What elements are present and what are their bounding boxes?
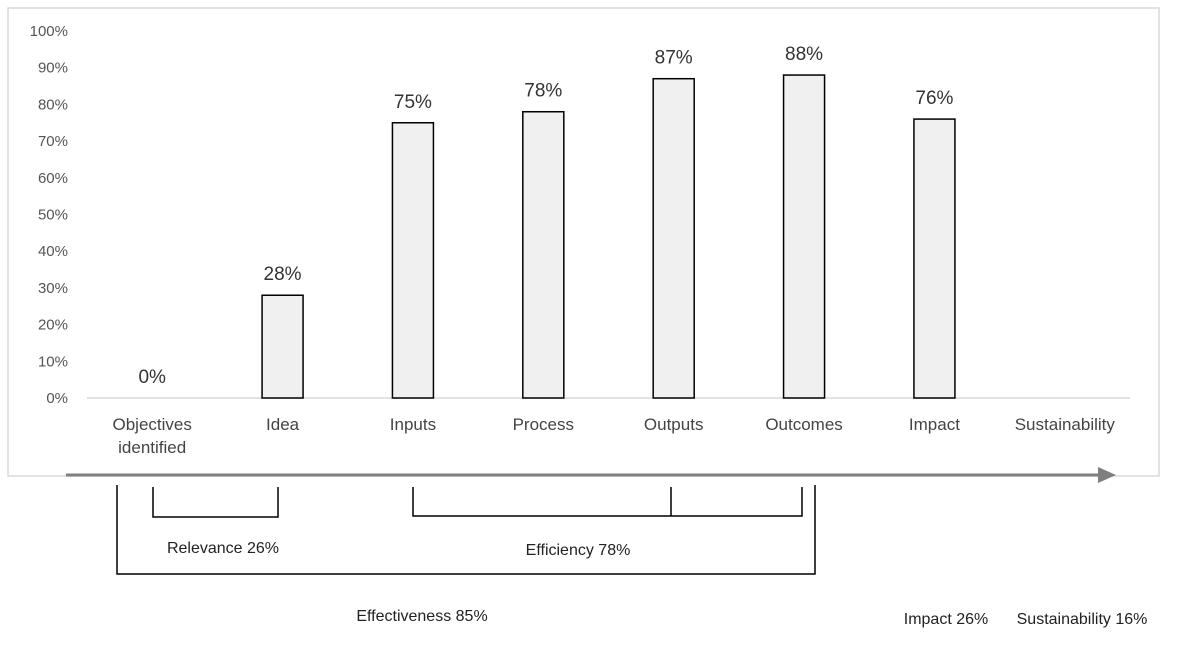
data-label: 75%	[394, 92, 432, 113]
y-tick-label: 0%	[46, 390, 68, 407]
bar	[391, 122, 435, 399]
efficiency-label: Efficiency 78%	[526, 542, 631, 559]
y-tick-label: 90%	[38, 60, 68, 77]
data-label: 76%	[915, 88, 953, 109]
relevance-label: Relevance 26%	[167, 540, 279, 557]
bar	[652, 77, 695, 399]
y-tick-label: 50%	[38, 207, 68, 224]
category-label: Idea	[266, 415, 300, 434]
sustainability-label: Sustainability 16%	[1017, 611, 1148, 628]
category-label: Outcomes	[765, 415, 842, 434]
y-tick-label: 30%	[38, 280, 68, 297]
process-arrowhead	[1098, 467, 1116, 483]
category-label: identified	[118, 438, 186, 457]
category-label: Sustainability	[1015, 415, 1116, 434]
bar	[782, 74, 826, 399]
impact-label: Impact 26%	[904, 611, 988, 628]
effectiveness-label: Effectiveness 85%	[356, 608, 487, 625]
data-label: 87%	[655, 48, 693, 69]
y-tick-label: 10%	[38, 353, 68, 370]
chart-frame	[7, 7, 1160, 477]
data-labels: 0% 28% 75% 78% 87% 88% 76%	[138, 44, 953, 388]
y-tick-label: 40%	[38, 243, 68, 260]
data-label: 88%	[785, 44, 823, 65]
category-label: Objectives	[113, 415, 192, 434]
x-axis: Objectives identified Idea Inputs Process Out…	[113, 415, 1116, 457]
data-label: 78%	[524, 81, 562, 102]
y-tick-label: 20%	[38, 317, 68, 334]
y-tick-label: 70%	[38, 133, 68, 150]
data-label: 28%	[264, 264, 302, 285]
bar	[522, 110, 565, 399]
category-label: Outputs	[644, 415, 704, 434]
y-axis: 0% 10% 20% 30% 40% 50% 60% 70% 80% 90% 100%	[30, 23, 68, 407]
data-label: 0%	[138, 367, 166, 388]
effectiveness-bracket	[116, 485, 816, 575]
category-label: Impact	[909, 415, 960, 434]
category-label: Inputs	[390, 415, 436, 434]
bars	[261, 74, 956, 399]
bar	[261, 294, 304, 399]
y-tick-label: 80%	[38, 96, 68, 113]
y-tick-label: 100%	[30, 23, 68, 40]
y-tick-label: 60%	[38, 170, 68, 187]
efficiency-bracket	[412, 487, 803, 517]
category-label: Process	[513, 415, 574, 434]
relevance-bracket	[152, 487, 279, 518]
bar	[913, 118, 956, 399]
